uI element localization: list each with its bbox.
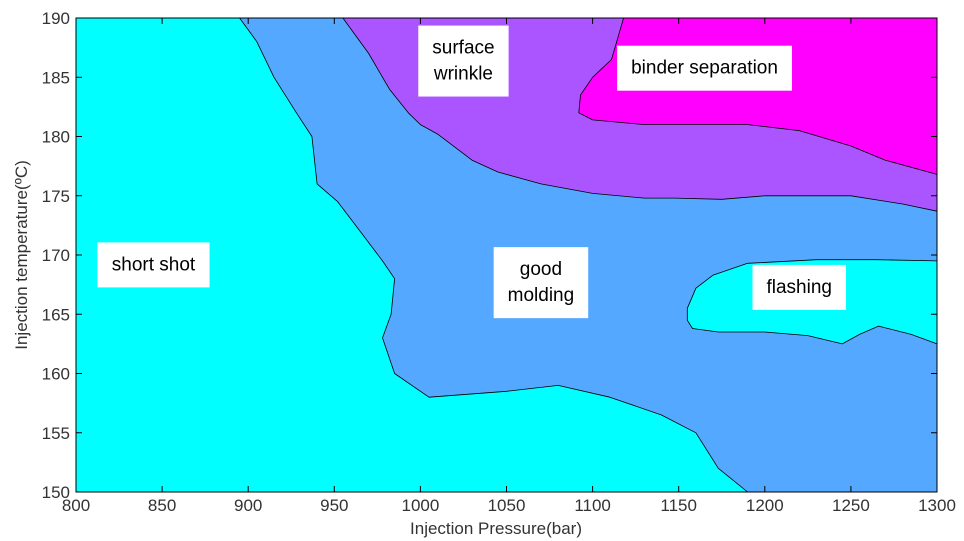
y-tick-label: 160 (42, 365, 70, 384)
region-label-text: flashing (766, 277, 832, 298)
region-label-text: surface (432, 38, 494, 59)
x-tick-label: 1000 (401, 496, 439, 515)
label-good-molding: good molding (493, 247, 589, 319)
region-short-shot (75, 17, 748, 493)
y-tick-label: 185 (42, 68, 70, 87)
label-box (752, 264, 846, 310)
y-tick-label: 190 (42, 9, 70, 28)
x-tick-label: 1250 (832, 496, 870, 515)
axis-ticks: 800 850 900 950 1000 1050 1100 1150 1200 1250 1300… (42, 9, 956, 515)
x-tick-label: 900 (234, 496, 262, 515)
label-binder-separation: binder separation (617, 45, 792, 91)
region-label-text: binder separation (631, 58, 778, 79)
y-tick-label: 170 (42, 246, 70, 265)
label-short-shot: short shot (97, 242, 210, 288)
y-tick-label: 180 (42, 128, 70, 147)
y-tick-label: 175 (42, 187, 70, 206)
region-label-text: short shot (112, 254, 196, 275)
y-tick-label: 155 (42, 424, 70, 443)
label-box (617, 45, 792, 91)
x-tick-label: 1300 (918, 496, 956, 515)
y-tick-label: 165 (42, 305, 70, 324)
label-box (418, 25, 509, 97)
region-labels: good molding short shot surface wrinkle binde… (97, 25, 846, 319)
region-label-text: good (520, 259, 562, 280)
label-surface-wrinkle: surface wrinkle (418, 25, 509, 97)
region-label-text: molding (508, 285, 575, 306)
label-box (493, 247, 589, 319)
x-axis-label: Injection Pressure(bar) (410, 519, 582, 538)
x-tick-label: 1100 (574, 496, 611, 515)
y-axis-label: Injection temperature(ºC) (12, 160, 31, 350)
x-tick-label: 950 (320, 496, 348, 515)
x-tick-label: 1050 (488, 496, 526, 515)
x-tick-label: 1200 (746, 496, 784, 515)
x-tick-label: 850 (148, 496, 176, 515)
y-tick-label: 150 (42, 483, 70, 502)
region-label-text: wrinkle (433, 64, 493, 85)
x-tick-label: 800 (62, 496, 90, 515)
label-flashing: flashing (752, 264, 846, 310)
label-box (97, 242, 210, 288)
x-tick-label: 1150 (660, 496, 697, 515)
